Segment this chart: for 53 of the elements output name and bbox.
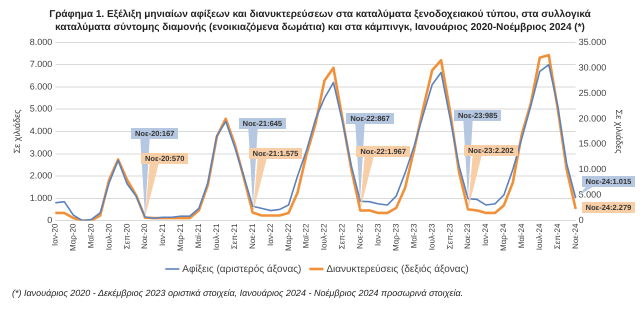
y2-tick-label: 10.000 bbox=[578, 164, 606, 174]
y2-tick-label: 30.000 bbox=[578, 62, 606, 72]
y-tick-label: 7.000 bbox=[30, 59, 52, 70]
x-tick-label: Σεπ-22 bbox=[338, 223, 347, 250]
x-tick-label: Ιαν-22 bbox=[266, 223, 275, 246]
y2-tick-label: 5.000 bbox=[578, 190, 602, 200]
y2-tick-label: 25.000 bbox=[578, 88, 606, 98]
x-tick-label: Σεπ-24 bbox=[552, 223, 562, 250]
y2-tick-label: 20.000 bbox=[578, 113, 606, 124]
x-tick-label: Ιουλ-22 bbox=[320, 223, 329, 250]
x-tick-label: Ιαν-21 bbox=[158, 223, 168, 246]
y2-tick-label: 35.000 bbox=[578, 36, 606, 47]
y2-axis-title: Σε χιλιάδες bbox=[614, 110, 624, 154]
y-tick-label: 2.000 bbox=[30, 170, 52, 181]
x-tick-label: Νοε-22 bbox=[356, 223, 365, 249]
x-tick-label: Νοε-21 bbox=[248, 223, 257, 249]
x-tick-label: Ιουλ-20 bbox=[104, 223, 114, 250]
chart-title: Γράφημα 1. Εξέλιξη μηνιαίων αφίξεων και διανυκτερεύσεων στα καταλύματα ξενοδοχειακού τύπου, στα συλλογικά καταλύματα σύντομης διαμονής (ενοικιαζόμενα δωμάτια) και στα κάμπινγκ, Ιανουάριος 2020-Νοέμβριος 2024 (*) bbox=[48, 8, 592, 34]
y-tick-label: 4.000 bbox=[30, 126, 52, 136]
x-tick-label: Μαρ-23 bbox=[391, 223, 400, 252]
x-tick-label: Ιαν-24 bbox=[481, 223, 490, 246]
x-tick-label: Μαϊ-24 bbox=[517, 223, 526, 248]
y-tick-label: 0 bbox=[47, 215, 52, 226]
x-tick-label: Νοε-20 bbox=[140, 223, 150, 249]
x-tick-label: Μαϊ-23 bbox=[409, 223, 418, 248]
y-tick-label: 3.000 bbox=[30, 148, 52, 158]
x-tick-label: Μαρ-24 bbox=[499, 223, 508, 252]
x-tick-label: Ιουλ-21 bbox=[212, 223, 222, 250]
x-tick-label: Μαρ-20 bbox=[68, 223, 78, 252]
x-tick-label: Μαρ-22 bbox=[284, 223, 293, 252]
y-tick-label: 5.000 bbox=[30, 104, 52, 114]
legend-label: Διανυκτερεύσεις (δεξιός άξονας) bbox=[326, 264, 469, 275]
x-tick-label: Σεπ-20 bbox=[122, 223, 132, 250]
x-tick-label: Ιουλ-23 bbox=[427, 223, 436, 250]
x-tick-label: Ιαν-20 bbox=[50, 223, 60, 246]
x-tick-label: Μαρ-21 bbox=[176, 223, 186, 252]
y2-tick-label: 15.000 bbox=[578, 138, 606, 149]
x-tick-label: Σεπ-23 bbox=[445, 223, 454, 250]
x-tick-label: Μαϊ-22 bbox=[302, 223, 311, 248]
y-tick-label: 6.000 bbox=[30, 81, 52, 92]
legend-label: Αφίξεις (αριστερός άξονας) bbox=[182, 264, 302, 275]
y-tick-label: 8.000 bbox=[30, 36, 52, 47]
x-tick-label: Σεπ-21 bbox=[230, 223, 239, 250]
x-tick-label: Ιαν-23 bbox=[374, 223, 382, 246]
x-tick-label: Μαϊ-21 bbox=[194, 223, 204, 248]
y-tick-label: 1.000 bbox=[30, 192, 52, 203]
x-tick-label: Νοε-24 bbox=[570, 223, 580, 249]
text: (*) Ιανουάριος 2020 - Δεκέμβριος 2023 οριστικά στοιχεία, Ιανουάριος 2024 - Νοέμβριος 2024 προσωρινά στοιχεία. bbox=[11, 288, 464, 298]
y2-tick-label: 0 bbox=[578, 215, 584, 226]
x-tick-label: Μαϊ-20 bbox=[86, 223, 96, 248]
x-tick-label: Ιουλ-24 bbox=[534, 223, 544, 250]
x-tick-label: Νοε-23 bbox=[463, 223, 472, 249]
y-axis-title: Σε χιλιάδες bbox=[12, 108, 22, 154]
